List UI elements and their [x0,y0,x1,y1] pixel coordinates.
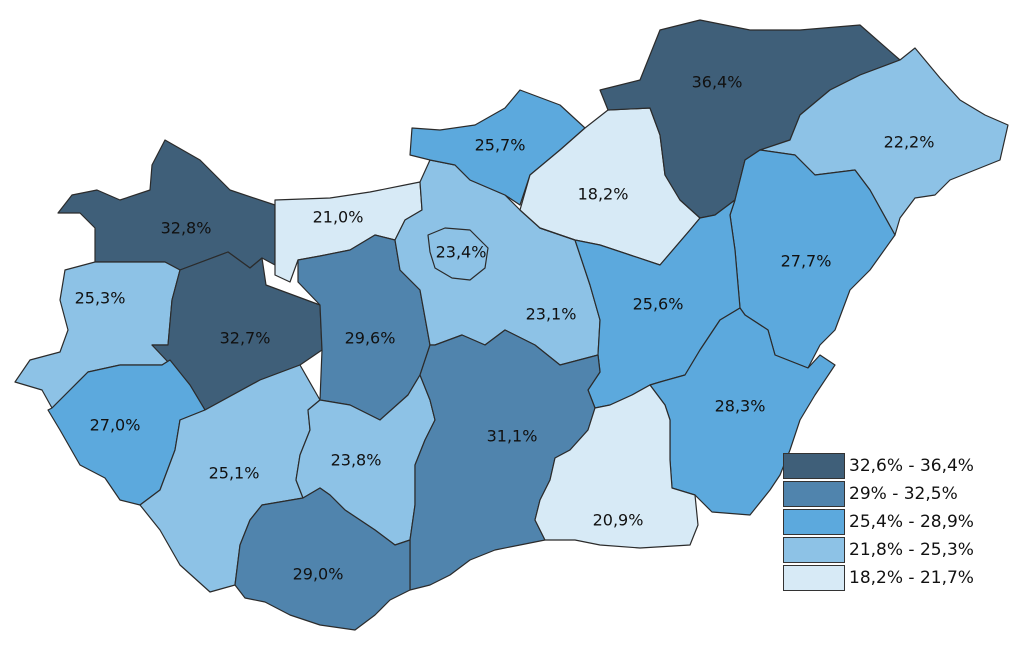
label-komarom-esztergom: 21,0% [313,208,364,227]
label-csongrad: 20,9% [593,511,644,530]
label-zala: 27,0% [90,416,141,435]
label-bacs-kiskun: 31,1% [487,427,538,446]
label-vas: 25,3% [75,289,126,308]
label-fejer: 29,6% [345,329,396,348]
map-legend: 32,6% - 36,4% 29% - 32,5% 25,4% - 28,9% … [783,453,1008,593]
label-hajdu-bihar: 27,7% [781,252,832,271]
label-bekes: 28,3% [715,397,766,416]
legend-label: 32,6% - 36,4% [849,456,974,476]
label-nograd: 25,7% [475,136,526,155]
region-csongrad [534,384,699,549]
label-tolna: 23,8% [331,451,382,470]
legend-item: 32,6% - 36,4% [783,453,974,479]
region-gyor-moson-sopron [57,139,276,271]
legend-swatch [783,481,845,507]
legend-item: 18,2% - 21,7% [783,565,974,591]
label-jasz: 25,6% [633,295,684,314]
label-veszprem: 32,7% [220,329,271,348]
legend-label: 25,4% - 28,9% [849,512,974,532]
legend-swatch [783,509,845,535]
region-szabolcs [759,47,1009,236]
label-pest: 23,1% [526,305,577,324]
legend-swatch [783,453,845,479]
label-heves: 18,2% [578,185,629,204]
label-budapest: 23,4% [436,243,487,262]
label-somogy: 25,1% [209,464,260,483]
label-baranya: 29,0% [293,565,344,584]
legend-item: 25,4% - 28,9% [783,509,974,535]
region-value-labels: 32,8% 21,0% 25,3% 32,7% 29,6% 23,4% 23,1… [75,73,935,584]
legend-label: 18,2% - 21,7% [849,568,974,588]
legend-item: 29% - 32,5% [783,481,958,507]
label-szabolcs: 22,2% [884,133,935,152]
legend-swatch [783,537,845,563]
region-budapest [427,227,489,281]
label-gyor-moson-sopron: 32,8% [161,219,212,238]
legend-label: 29% - 32,5% [849,484,958,504]
county-regions [14,19,1009,631]
region-baranya [234,487,411,631]
label-borsod: 36,4% [692,73,743,92]
legend-label: 21,8% - 25,3% [849,540,974,560]
legend-item: 21,8% - 25,3% [783,537,974,563]
legend-swatch [783,565,845,591]
